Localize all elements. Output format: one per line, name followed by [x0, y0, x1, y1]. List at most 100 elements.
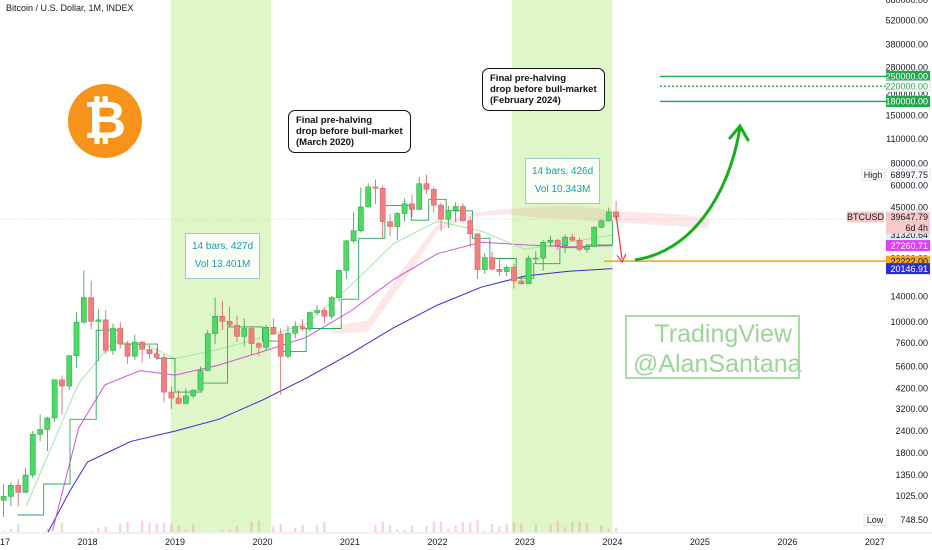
- candle-body: [153, 353, 160, 358]
- price-tag-label: 39647.79: [890, 212, 928, 222]
- candle-body: [372, 186, 379, 189]
- candle: [372, 179, 379, 204]
- candle-body: [226, 321, 233, 326]
- volume-bar: [381, 521, 384, 532]
- price-tag: 68997.75: [885, 168, 931, 181]
- price-tag: 180000.00: [885, 95, 930, 107]
- price-tag-label: 180000.00: [885, 97, 928, 107]
- candle: [591, 226, 598, 248]
- candle-body: [562, 236, 568, 246]
- volume-bar: [585, 522, 589, 532]
- candle: [241, 318, 248, 347]
- candle-body: [168, 391, 175, 399]
- candle-body: [146, 349, 153, 355]
- candle: [270, 318, 277, 335]
- candle-body: [81, 297, 87, 323]
- volume-bar: [505, 524, 508, 532]
- volume-bar: [235, 526, 239, 532]
- bar-range-count: 14 bars, 427d: [192, 241, 254, 252]
- candle-body: [445, 210, 452, 220]
- annotation-february-2024[interactable]: Final pre-halving drop before bull-marke…: [482, 68, 605, 111]
- candle: [37, 414, 43, 442]
- candle: [204, 330, 211, 371]
- price-tick-label: 45000.00: [890, 202, 928, 212]
- price-tick-label: 380000.00: [885, 39, 928, 49]
- candle: [481, 253, 488, 274]
- candle: [153, 348, 160, 360]
- candle-body: [511, 267, 517, 282]
- candle-body: [73, 321, 80, 356]
- candle: [321, 307, 328, 323]
- candle-body: [489, 257, 495, 270]
- price-tag: 22222.00: [886, 255, 930, 267]
- candle: [496, 259, 503, 277]
- volume-bar: [279, 523, 282, 532]
- candle-body: [328, 297, 335, 317]
- volume-bar: [177, 525, 180, 532]
- chart-title: Bitcoin / U.S. Dollar, 1M, INDEX: [6, 3, 134, 13]
- price-tick-label: 2400.00: [895, 426, 928, 436]
- ichimoku-cloud: [332, 205, 709, 334]
- candle-body: [547, 239, 554, 243]
- candle: [132, 334, 138, 360]
- candle: [59, 375, 65, 415]
- candle: [29, 431, 36, 478]
- candle-body: [554, 239, 561, 246]
- price-tick-label: 110000.00: [886, 134, 928, 144]
- candle-body: [576, 239, 583, 250]
- candle-body: [365, 186, 372, 208]
- price-tag-bg: [886, 263, 930, 275]
- candle-body: [438, 204, 444, 220]
- time-tick-label: 2018: [77, 537, 97, 547]
- candle-body: [605, 211, 612, 222]
- candle: [234, 315, 240, 343]
- volume-bar: [403, 529, 406, 532]
- volume-bar: [104, 526, 107, 532]
- volume-bar: [374, 524, 377, 532]
- volume-bar: [534, 524, 538, 532]
- volume-bar: [549, 524, 552, 532]
- candle: [605, 207, 612, 222]
- candle: [584, 244, 590, 253]
- price-tag-label: 250000.00: [885, 72, 928, 82]
- candle: [365, 183, 372, 208]
- candle: [525, 255, 532, 284]
- volume-bar: [140, 520, 144, 532]
- candle-body: [350, 230, 357, 242]
- price-tag-label: 22222.00: [890, 256, 928, 266]
- volume-bar: [439, 521, 443, 532]
- price-axis[interactable]: 680000.00 520000.00 380000.00 280000.00 2000…: [847, 0, 932, 550]
- candle: [277, 328, 284, 396]
- volume-bar: [476, 520, 479, 532]
- price-tick-label: 4200.00: [895, 383, 928, 393]
- annotation-march-2020[interactable]: Final pre-halving drop before bull-marke…: [288, 110, 411, 153]
- price-tag-label: 27260.71: [890, 241, 928, 251]
- watermark-line-1: TradingView: [654, 320, 792, 348]
- candle: [139, 341, 145, 363]
- candle: [81, 270, 87, 324]
- drop-arrow-head: [616, 253, 627, 264]
- time-axis[interactable]: 2017 2018 2019 2020 2021 2022 2023 2024 2025 2026…: [0, 532, 932, 550]
- candle: [511, 263, 517, 289]
- candle: [110, 323, 116, 356]
- candle: [576, 237, 583, 252]
- candle-body: [387, 221, 393, 227]
- candle: [263, 325, 269, 351]
- bar-range-volume: Vol 13.401M: [194, 259, 251, 270]
- candle: [423, 174, 430, 195]
- bar-range-stat-1: 14 bars, 427d Vol 13.401M: [185, 233, 261, 279]
- candle-body: [197, 370, 204, 391]
- candle: [430, 186, 437, 213]
- volume-bar: [9, 528, 13, 532]
- candle: [314, 305, 320, 315]
- volume-bar: [162, 522, 166, 532]
- halving-highlight-regions: [0, 0, 888, 532]
- candle: [190, 389, 197, 399]
- price-tick-label: 3200.00: [895, 404, 928, 414]
- volume-bar: [600, 525, 603, 532]
- candle: [51, 379, 58, 423]
- candle-body: [270, 327, 277, 335]
- candle: [146, 345, 153, 359]
- volume-bar: [563, 527, 567, 532]
